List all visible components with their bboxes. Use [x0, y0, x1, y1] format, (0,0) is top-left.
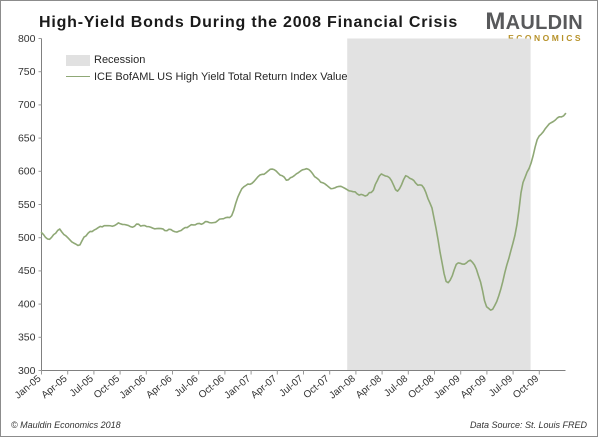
- svg-text:650: 650: [18, 132, 36, 144]
- svg-text:400: 400: [18, 298, 36, 310]
- svg-text:Apr-06: Apr-06: [144, 373, 174, 401]
- svg-text:Oct-06: Oct-06: [197, 373, 227, 401]
- svg-text:Jul-08: Jul-08: [382, 373, 410, 399]
- svg-text:Jul-09: Jul-09: [487, 373, 515, 399]
- svg-text:Jan-08: Jan-08: [327, 373, 358, 401]
- svg-text:Oct-08: Oct-08: [406, 373, 436, 401]
- svg-text:Jan-05: Jan-05: [13, 373, 44, 401]
- svg-text:Apr-09: Apr-09: [459, 373, 489, 401]
- svg-text:550: 550: [18, 199, 36, 211]
- svg-text:Jan-07: Jan-07: [223, 373, 254, 401]
- svg-text:Jan-09: Jan-09: [432, 373, 463, 401]
- svg-text:Jul-07: Jul-07: [277, 373, 305, 399]
- svg-text:Oct-07: Oct-07: [302, 373, 332, 401]
- svg-text:450: 450: [18, 265, 36, 277]
- svg-text:Apr-07: Apr-07: [249, 373, 279, 401]
- svg-text:800: 800: [18, 33, 36, 45]
- svg-text:Apr-08: Apr-08: [354, 373, 384, 401]
- svg-text:Apr-05: Apr-05: [40, 373, 70, 401]
- svg-text:700: 700: [18, 99, 36, 111]
- svg-text:600: 600: [18, 166, 36, 178]
- svg-text:750: 750: [18, 66, 36, 78]
- svg-text:Jan-06: Jan-06: [118, 373, 149, 401]
- svg-text:Oct-09: Oct-09: [511, 373, 541, 401]
- svg-text:Jul-05: Jul-05: [68, 373, 96, 399]
- svg-text:Oct-05: Oct-05: [92, 373, 122, 401]
- svg-text:500: 500: [18, 232, 36, 244]
- svg-text:350: 350: [18, 332, 36, 344]
- svg-text:Jul-06: Jul-06: [173, 373, 201, 399]
